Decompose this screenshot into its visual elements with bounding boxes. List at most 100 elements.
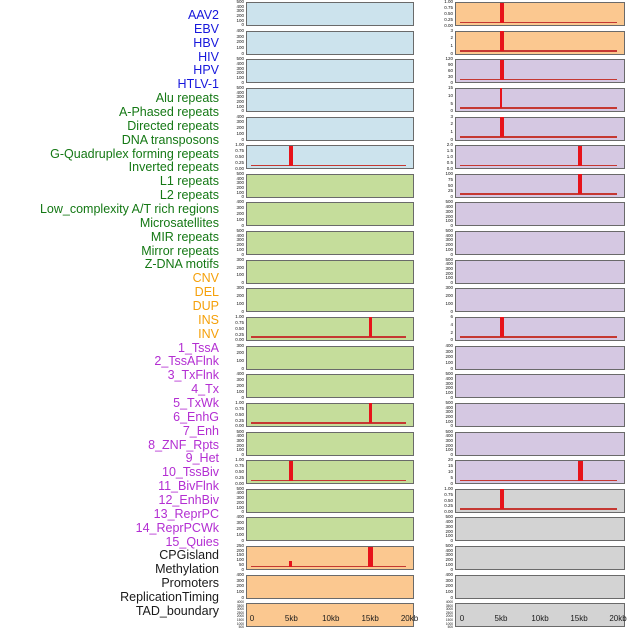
signal-baseline <box>460 78 617 81</box>
signal-spike <box>289 460 293 481</box>
y-tick-label: 400 <box>445 232 453 238</box>
y-tick-label: 0.00 <box>444 509 453 515</box>
y-tick-label: 100 <box>236 358 244 364</box>
y-tick-label: 400 <box>445 204 453 210</box>
y-tick-label: 1.00 <box>235 457 244 463</box>
y-tick-label: 300 <box>236 520 244 526</box>
y-tick-label: 200 <box>236 39 244 45</box>
y-tick-label: 75 <box>447 176 453 182</box>
y-axis-ticks: 300 200 100 0 <box>224 343 244 372</box>
y-tick-label: 0.25 <box>235 474 244 480</box>
y-tick-label: 0 <box>450 566 453 572</box>
y-tick-label: 200 <box>236 98 244 104</box>
y-tick-label: 2 <box>450 329 453 335</box>
signal-spike <box>577 145 583 166</box>
y-tick-label: 300 <box>236 33 244 39</box>
y-tick-label: 0.75 <box>235 148 244 154</box>
y-axis-ticks: 3 2 1 0 <box>433 114 453 143</box>
y-tick-label: 400 <box>236 371 244 377</box>
y-tick-label: 0 <box>450 251 453 257</box>
y-tick-label: 200 <box>236 125 244 131</box>
y-tick-label: 300 <box>445 552 453 558</box>
profile-panel-z-dna-motifs <box>246 517 414 542</box>
y-tick-label: 200 <box>445 270 453 276</box>
feature-label-z-dna-motifs: Z-DNA motifs <box>144 257 219 272</box>
profile-panel-hpv <box>246 116 414 141</box>
profile-panel-inverted-repeats <box>246 316 414 341</box>
y-tick-label: 400 <box>445 342 453 348</box>
y-tick-label: 100 <box>236 301 244 307</box>
y-tick-label: 100 <box>236 504 244 510</box>
y-tick-label: 100 <box>236 589 244 595</box>
profile-panel-l2-repeats <box>246 374 414 399</box>
signal-spike <box>289 145 293 166</box>
y-axis-ticks: 500 400 300 200 100 0 <box>433 200 453 228</box>
profile-panel-htlv-1 <box>246 145 414 170</box>
y-tick-label: 400 <box>236 199 244 205</box>
signal-spike <box>368 317 373 338</box>
y-axis-ticks: 400 300 200 100 0 <box>224 113 244 143</box>
y-tick-label: 0 <box>241 79 244 85</box>
y-tick-label: 500 <box>445 371 453 377</box>
y-tick-label: 0 <box>241 451 244 457</box>
y-tick-label: 500 <box>445 228 453 234</box>
y-tick-label: 400 <box>236 3 244 9</box>
y-tick-label: 0.0 <box>446 165 453 171</box>
y-tick-label: 500 <box>236 485 244 491</box>
feature-label-htlv-1: HTLV-1 <box>177 77 219 92</box>
y-tick-label: 0 <box>241 366 244 372</box>
y-tick-label: 15 <box>447 463 453 469</box>
y-tick-label: 400 <box>445 571 453 577</box>
signal-baseline <box>460 479 617 482</box>
y-tick-label: 300 <box>445 237 453 243</box>
y-axis-ticks: 1.00 0.75 0.50 0.25 0.00 <box>224 143 244 171</box>
y-tick-label: 500 <box>445 256 453 262</box>
feature-label-cpgisland: CPGisland <box>159 548 219 563</box>
y-tick-label: 400 <box>236 113 244 119</box>
y-tick-label: 100 <box>236 272 244 278</box>
signal-baseline <box>251 164 406 167</box>
y-axis-ticks: 3 2 1 0 <box>433 28 453 57</box>
y-axis-ticks: 6 4 2 0 <box>433 314 453 343</box>
signal-spike <box>500 317 504 338</box>
profile-panel-6-enhg <box>455 202 625 227</box>
profile-panel-hiv <box>246 87 414 112</box>
y-tick-label: 200 <box>445 413 453 419</box>
feature-label-15-quies: 15_Quies <box>165 534 219 549</box>
signal-baseline <box>460 107 617 109</box>
y-tick-label: 0 <box>241 51 244 57</box>
y-axis-ticks: 500 400 300 200 100 0 <box>224 85 244 114</box>
y-tick-label: 400 <box>236 89 244 95</box>
y-tick-label: 100 <box>445 170 453 176</box>
y-tick-label: 2000 <box>236 614 244 619</box>
y-tick-label: 200 <box>445 557 453 563</box>
y-tick-label: 300 <box>236 205 244 211</box>
feature-label-3-txflnk: 3_TxFlnk <box>167 368 219 383</box>
feature-label-dna-transposons: DNA transposons <box>121 132 219 147</box>
y-tick-label: 200 <box>445 442 453 448</box>
y-tick-label: 100 <box>236 388 244 394</box>
y-tick-label: 100 <box>236 447 244 453</box>
y-tick-label: 400 <box>236 27 244 33</box>
y-tick-label: 0.5 <box>446 159 453 165</box>
y-tick-label: 0 <box>450 308 453 314</box>
y-tick-label: 0.75 <box>444 4 453 10</box>
y-tick-label: 0 <box>241 537 244 543</box>
y-tick-label: 0.75 <box>235 319 244 325</box>
y-tick-label: 200 <box>445 213 453 219</box>
y-tick-label: 100 <box>236 75 244 81</box>
y-tick-label: 2500 <box>445 610 453 615</box>
y-tick-label: 300 <box>236 8 244 14</box>
y-tick-label: 0.75 <box>235 463 244 469</box>
y-tick-label: 100 <box>445 275 453 281</box>
y-axis-ticks: 500 400 300 200 100 0 <box>224 0 244 28</box>
y-tick-label: 200 <box>445 583 453 589</box>
signal-baseline <box>460 508 617 510</box>
signal-spike <box>499 31 505 52</box>
y-tick-label: 0.75 <box>235 405 244 411</box>
y-tick-label: 0 <box>450 108 453 114</box>
y-tick-label: 200 <box>445 242 453 248</box>
profile-panel-1-tssa <box>455 59 625 84</box>
y-tick-label: 300 <box>236 437 244 443</box>
